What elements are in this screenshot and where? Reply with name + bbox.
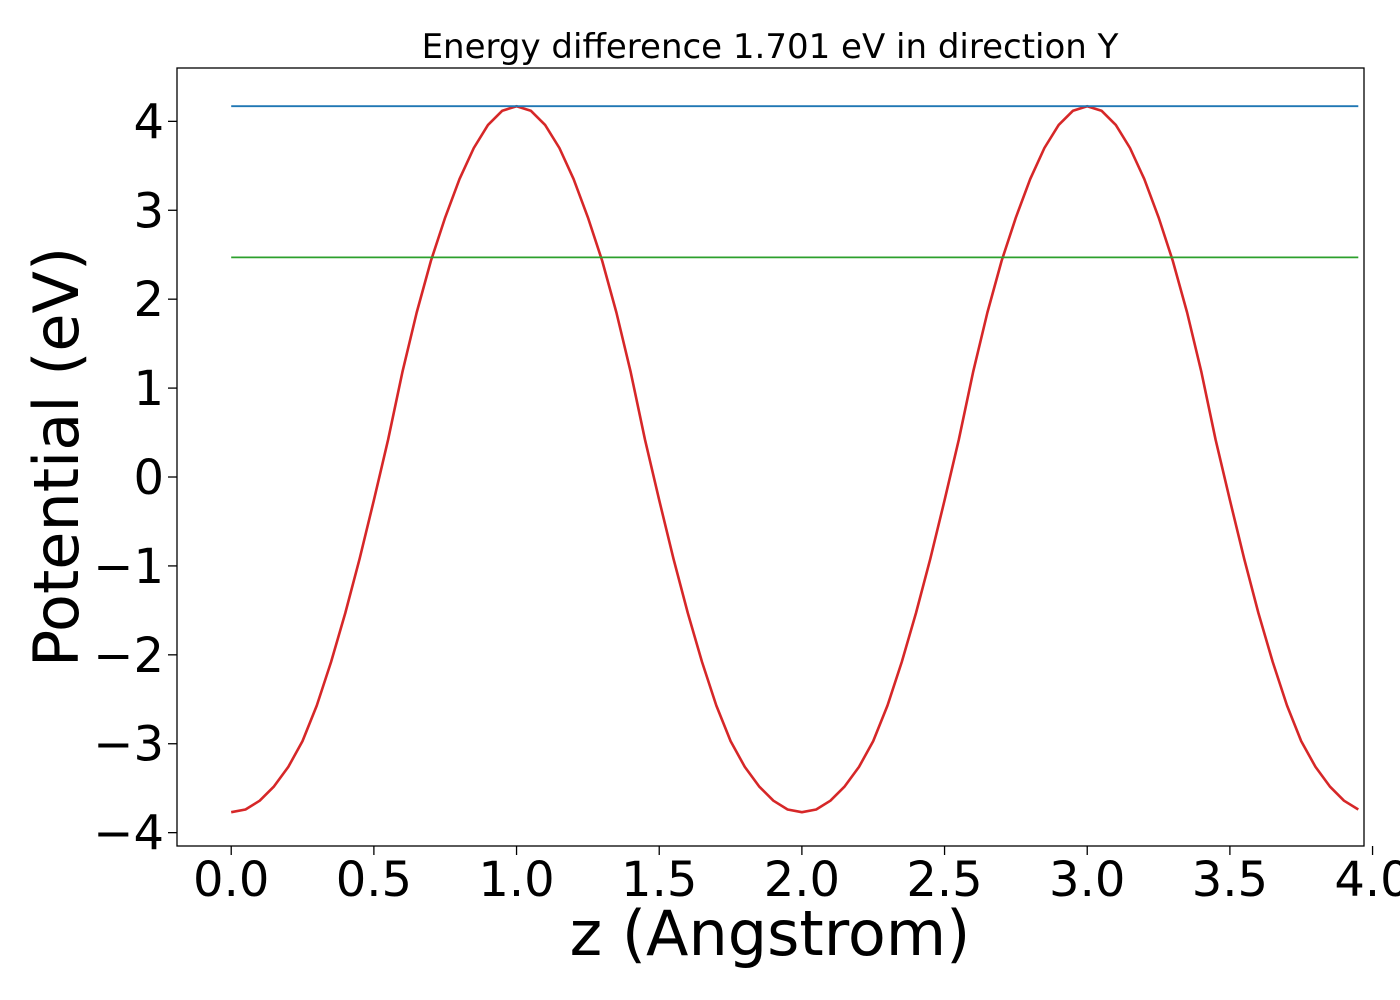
- x-tick-label: 1.0: [478, 852, 554, 908]
- x-tick-label: 2.5: [906, 852, 982, 908]
- series-line-0: [230, 104, 1359, 814]
- y-tick-label: 1: [133, 361, 164, 417]
- chart-title: Energy difference 1.701 eV in direction …: [422, 27, 1119, 67]
- y-tick-label: 3: [133, 183, 164, 239]
- x-axis-label: z (Angstrom): [570, 897, 971, 970]
- x-tick-label: 2.0: [764, 852, 840, 908]
- y-tick-label: 4: [133, 94, 164, 150]
- x-axis: 0.0 0.5 1.0 1.5 2.0 2.5 3.0 3.5 4.0: [193, 846, 1400, 908]
- y-axis-label: Potential (eV): [20, 247, 93, 667]
- x-tick-label: 3.0: [1049, 852, 1125, 908]
- x-tick-label: 0.0: [193, 852, 269, 908]
- y-tick-label: −2: [93, 628, 164, 684]
- plot-frame: [176, 67, 1365, 847]
- y-axis: −4 −3 −2 −1 0 1 2 3 4: [93, 94, 177, 862]
- x-tick-label: 3.5: [1192, 852, 1268, 908]
- y-tick-label: 0: [133, 450, 164, 506]
- y-tick-label: −1: [93, 539, 164, 595]
- plot-lines: [230, 104, 1359, 814]
- x-tick-label: 0.5: [336, 852, 412, 908]
- y-tick-label: −4: [93, 806, 164, 862]
- x-tick-label: 1.5: [621, 852, 697, 908]
- y-tick-label: 2: [133, 272, 164, 328]
- y-tick-label: −3: [93, 717, 164, 773]
- x-tick-label: 4.0: [1334, 852, 1400, 908]
